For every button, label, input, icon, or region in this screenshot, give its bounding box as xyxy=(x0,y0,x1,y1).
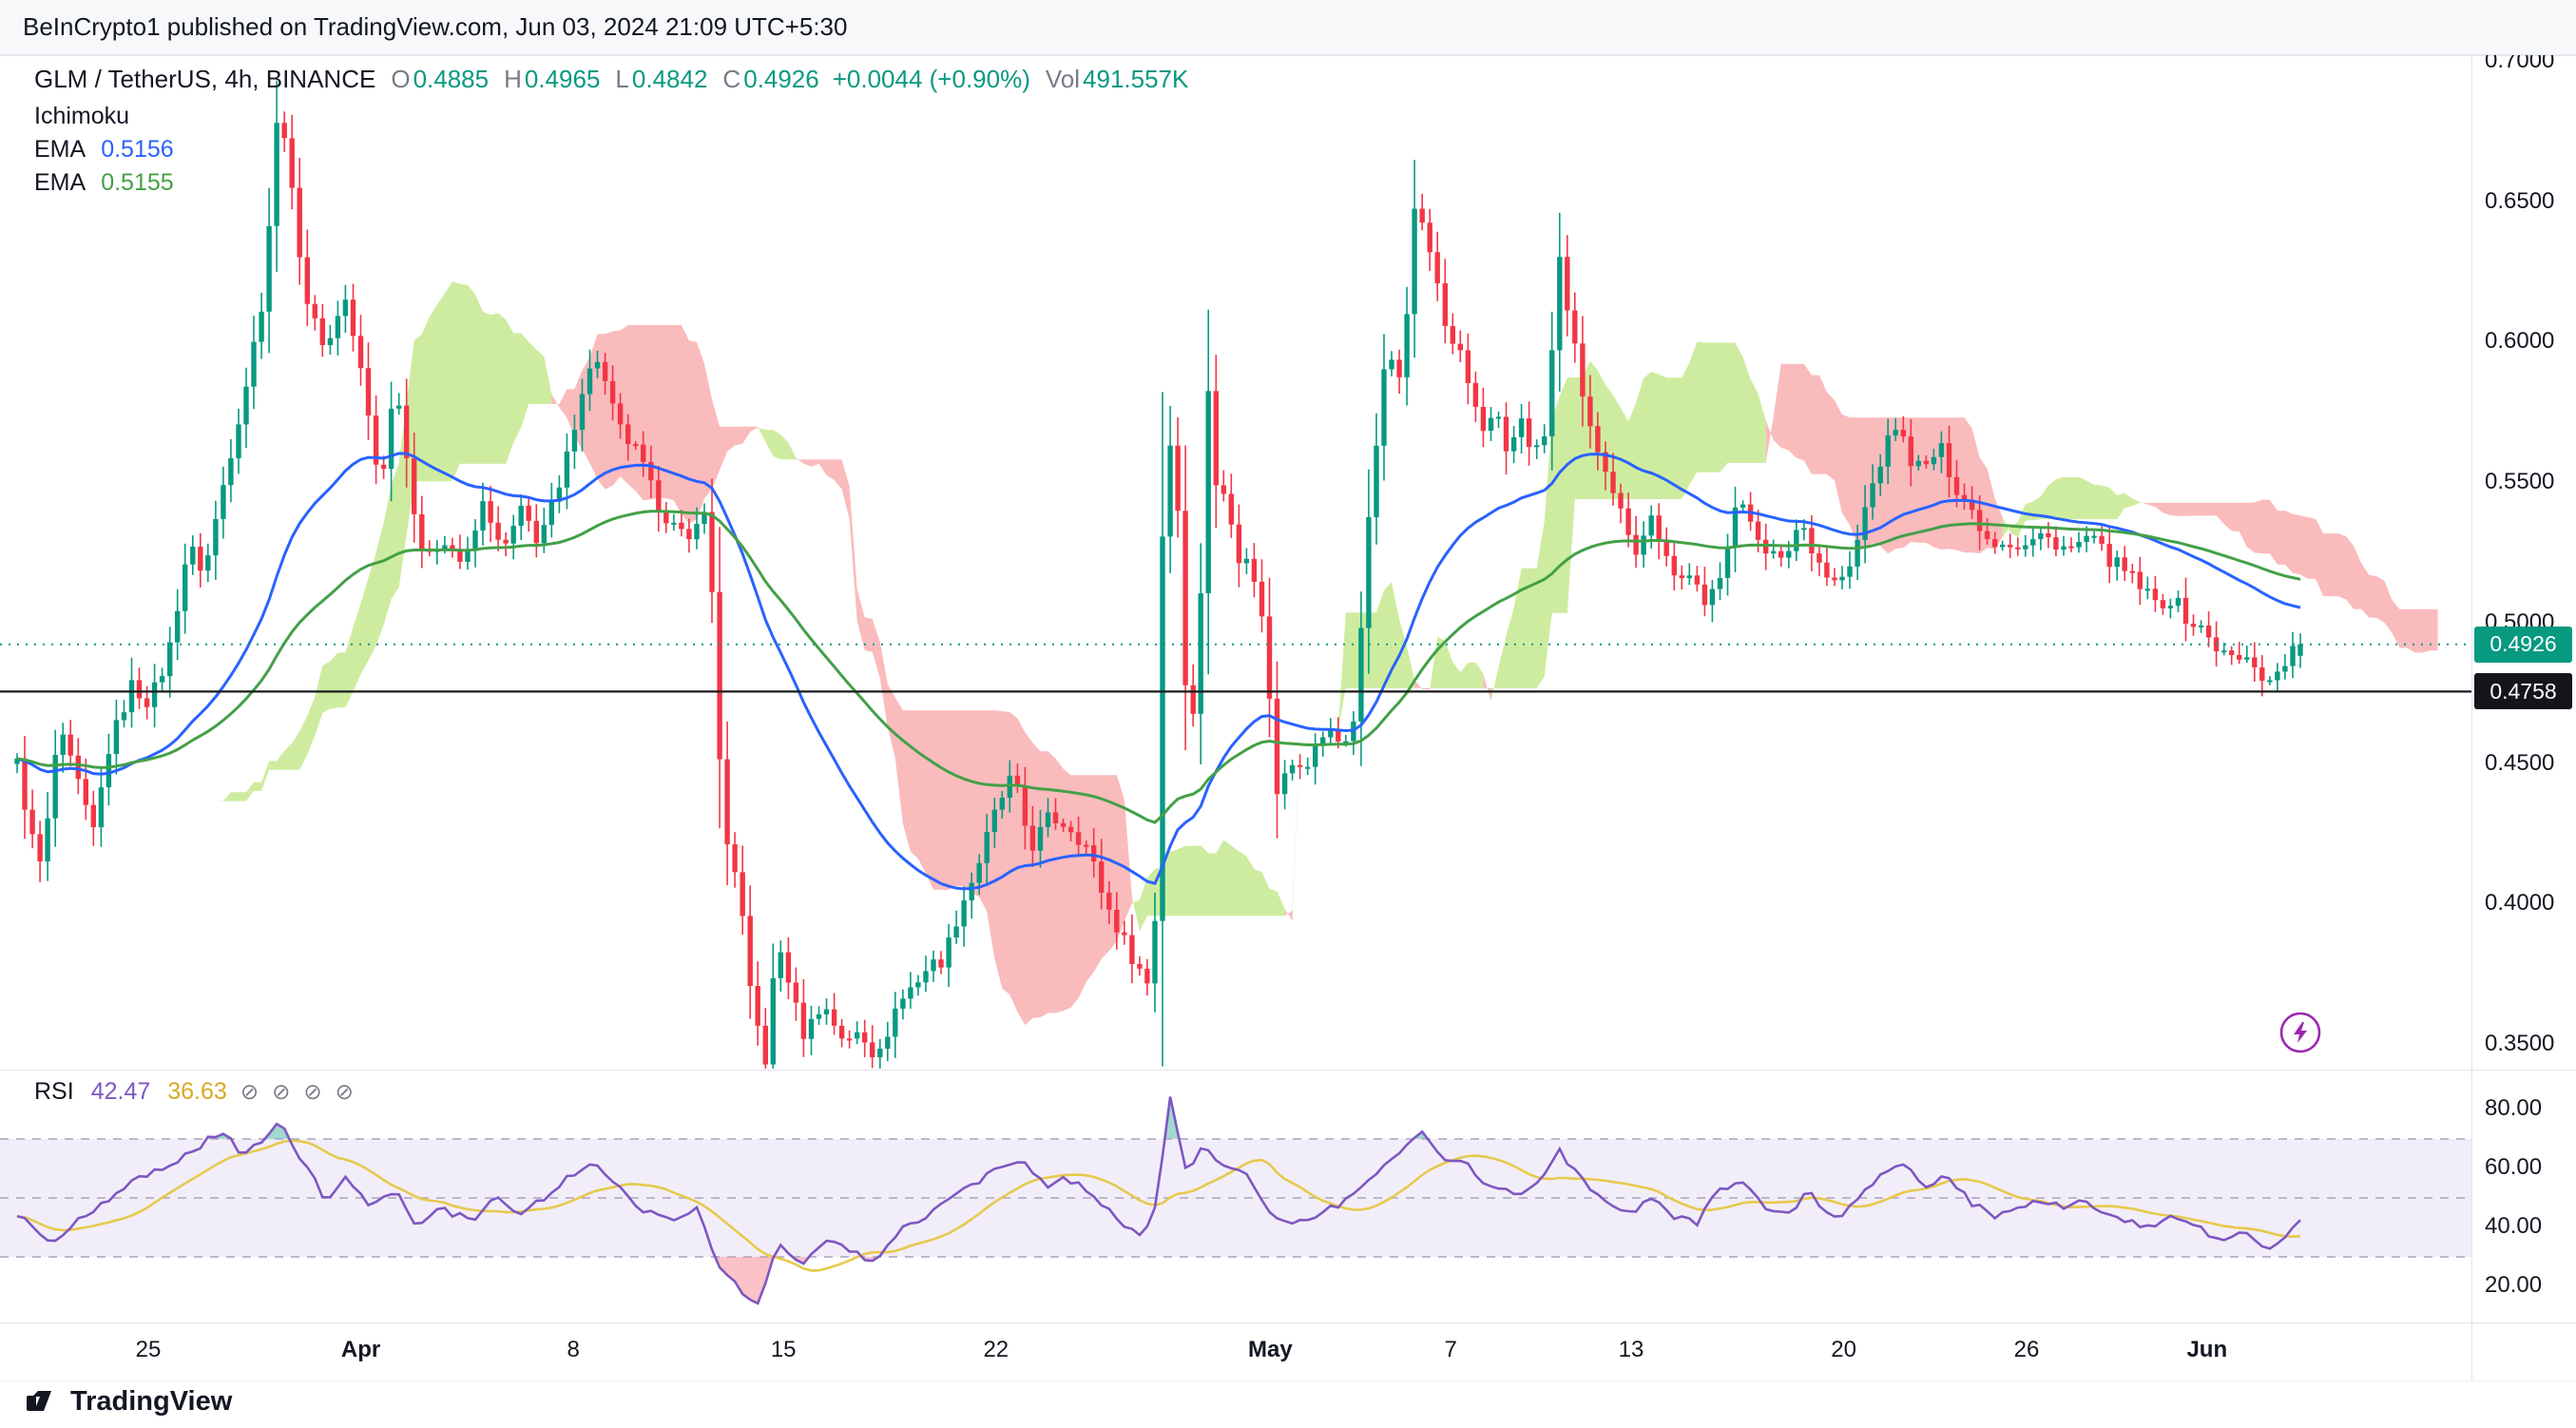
chart-legend-row: GLM / TetherUS, 4h, BINANCE O 0.4885 H 0… xyxy=(34,65,1188,94)
time-tick-label: 22 xyxy=(983,1337,1009,1362)
boost-lightning-icon[interactable] xyxy=(2278,1011,2322,1059)
ema2-value: 0.5155 xyxy=(101,169,174,196)
rsi-tick-label: 60.00 xyxy=(2485,1154,2543,1180)
tradingview-brand-text: TradingView xyxy=(70,1385,233,1417)
symbol-title: GLM / TetherUS, 4h, BINANCE xyxy=(34,65,376,93)
publish-text: BeInCrypto1 published on TradingView.com… xyxy=(23,12,848,41)
volume-value: 491.557K xyxy=(1083,65,1189,93)
rsi-ma-value: 36.63 xyxy=(167,1078,227,1105)
rsi-label: RSI xyxy=(34,1078,74,1105)
close-label: C xyxy=(722,65,741,93)
time-tick-label: 15 xyxy=(770,1337,797,1362)
low-value: 0.4842 xyxy=(631,65,708,93)
time-tick-label: 7 xyxy=(1444,1337,1457,1362)
high-label: H xyxy=(504,65,522,93)
time-tick-label: 20 xyxy=(1831,1337,1856,1362)
time-tick-label: 13 xyxy=(1618,1337,1644,1362)
rsi-hide-icon[interactable]: ⊘ xyxy=(272,1079,291,1104)
ema1-label: EMA xyxy=(34,136,87,163)
low-label: L xyxy=(615,65,629,93)
horizontal-line-price-badge: 0.4758 xyxy=(2474,673,2572,710)
high-value: 0.4965 xyxy=(524,65,601,93)
ema1-value: 0.5156 xyxy=(101,136,174,163)
price-axis[interactable]: 0.7000 0.6500 0.6000 0.5500 0.5000 0.4500 0.40… xyxy=(2471,48,2576,1380)
indicator-legend-ema1: EMA 0.5156 xyxy=(34,136,174,164)
time-tick-label: Apr xyxy=(340,1337,381,1362)
time-tick-label: May xyxy=(1248,1337,1293,1362)
open-label: O xyxy=(391,65,411,93)
indicator-legend-ichimoku: Ichimoku xyxy=(34,103,129,130)
rsi-value: 42.47 xyxy=(90,1078,151,1105)
rsi-tick-label: 20.00 xyxy=(2485,1272,2543,1298)
tradingview-logo-icon xyxy=(27,1391,51,1411)
rsi-legend-row: RSI 42.47 36.63 ⊘ ⊘ ⊘ ⊘ xyxy=(34,1078,354,1106)
time-tick-label: 26 xyxy=(2013,1337,2040,1362)
close-value: 0.4926 xyxy=(743,65,819,93)
indicator-legend-ema2: EMA 0.5155 xyxy=(34,169,174,197)
price-tick-label: 0.4500 xyxy=(2485,749,2555,776)
publish-bar: BeInCrypto1 published on TradingView.com… xyxy=(0,0,2576,55)
time-axis[interactable]: 25 Apr 8 15 22 May 7 13 20 26 Jun xyxy=(0,1323,2471,1380)
price-tick-label: 0.4000 xyxy=(2485,890,2555,917)
rsi-hide-icon[interactable]: ⊘ xyxy=(335,1079,354,1104)
time-tick-label: Jun xyxy=(2186,1337,2228,1362)
rsi-hide-icon[interactable]: ⊘ xyxy=(303,1079,322,1104)
price-tick-label: 0.5500 xyxy=(2485,469,2555,495)
price-tick-label: 0.3500 xyxy=(2485,1031,2555,1056)
time-tick-label: 8 xyxy=(567,1337,580,1362)
ichimoku-label: Ichimoku xyxy=(34,103,130,129)
tradingview-footer-logo[interactable]: TradingView xyxy=(25,1384,232,1418)
last-price-badge: 0.4926 xyxy=(2474,626,2572,663)
rsi-tick-label: 40.00 xyxy=(2485,1213,2543,1239)
time-tick-label: 25 xyxy=(135,1337,162,1362)
price-tick-label: 0.6000 xyxy=(2485,328,2555,355)
volume-label: Vol xyxy=(1045,65,1081,93)
change-value: +0.0044 (+0.90%) xyxy=(832,65,1030,93)
open-value: 0.4885 xyxy=(413,65,490,93)
ema2-label: EMA xyxy=(34,169,87,196)
price-tick-label: 0.6500 xyxy=(2485,187,2555,214)
rsi-tick-label: 80.00 xyxy=(2485,1095,2543,1121)
rsi-hide-icon[interactable]: ⊘ xyxy=(240,1079,260,1104)
